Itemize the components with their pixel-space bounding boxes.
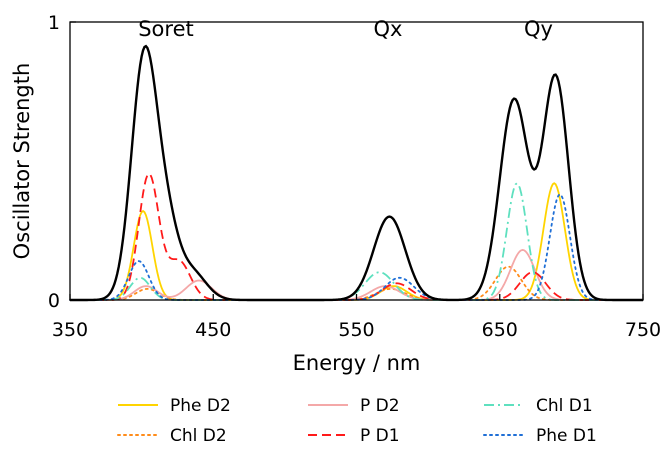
legend-label-p-d2: P D2: [360, 396, 400, 416]
legend-label-p-d1: P D1: [360, 426, 400, 446]
y-tick-label: 1: [48, 12, 60, 34]
plot-labels: Energy / nm Oscillator Strength Soret Qx Qy: [10, 17, 553, 375]
series-line-p-d1: [70, 172, 643, 301]
series-total-line: [70, 44, 643, 302]
y-axis-title: Oscillator Strength: [10, 63, 34, 260]
series-line-phe-d1: [69, 193, 644, 301]
plot-axes: 350 450 550 650 750 0 1: [48, 12, 661, 341]
spectrum-curves: [69, 44, 644, 302]
legend-label-phe-d1: Phe D1: [536, 426, 597, 446]
legend: Phe D2 P D2 Chl D1 Chl D2 P D1 Phe D1: [117, 396, 597, 446]
x-tick-label: 350: [52, 319, 88, 341]
x-axis-title: Energy / nm: [293, 351, 421, 375]
legend-label-phe-d2: Phe D2: [170, 396, 231, 416]
plot-frame: [69, 21, 644, 301]
x-tick-label: 450: [195, 319, 231, 341]
band-label-soret: Soret: [138, 17, 194, 41]
legend-label-chl-d2: Chl D2: [170, 426, 227, 446]
band-label-qx: Qx: [374, 17, 403, 41]
x-tick-label: 750: [625, 319, 661, 341]
y-tick-label: 0: [48, 290, 60, 312]
x-tick-label: 650: [482, 319, 518, 341]
band-label-qy: Qy: [524, 17, 553, 41]
legend-label-chl-d1: Chl D1: [536, 396, 593, 416]
x-tick-label: 550: [338, 319, 374, 341]
